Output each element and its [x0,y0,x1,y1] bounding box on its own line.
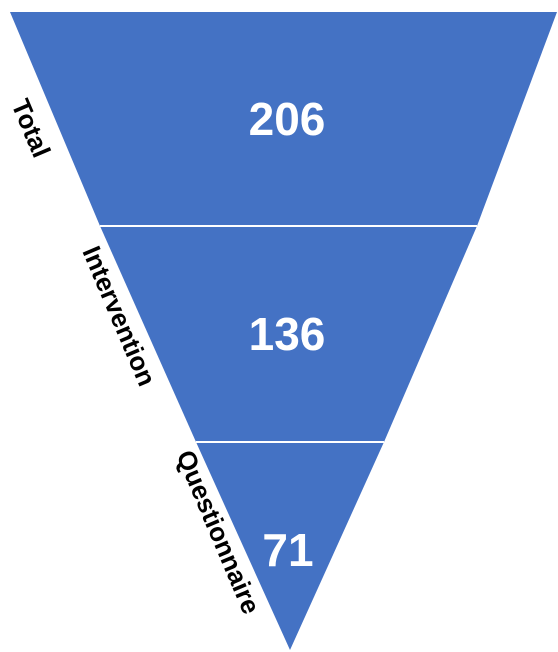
funnel-segment-questionnaire [196,442,384,650]
funnel-value-intervention: 136 [249,308,326,360]
funnel-value-questionnaire: 71 [262,524,313,576]
funnel-value-total: 206 [249,93,326,145]
funnel-segment-total [10,12,557,226]
funnel-label-total: Total [5,95,56,162]
funnel-segment-intervention [100,226,477,442]
